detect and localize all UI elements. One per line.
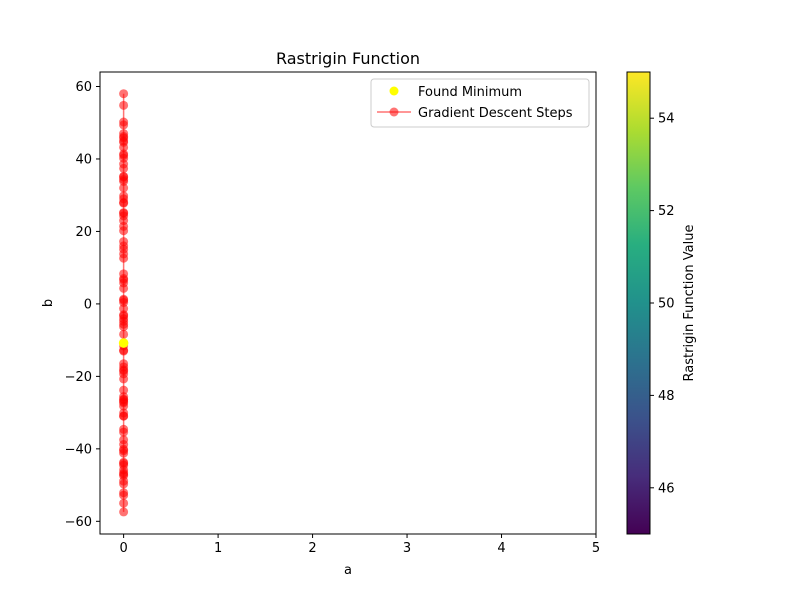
gradient-step-point: [119, 490, 129, 500]
colorbar-tick-label: 46: [658, 481, 675, 496]
gradient-step-point: [119, 411, 129, 421]
gradient-step-point: [119, 427, 129, 437]
gradient-step-point: [119, 397, 129, 407]
plot-area: [99, 71, 597, 535]
legend-marker-found-minimum: [389, 86, 399, 96]
gradient-step-point: [119, 136, 129, 146]
series-layer: [118, 89, 129, 517]
found-minimum-point: [118, 338, 129, 348]
gradient-step-point: [119, 253, 129, 263]
colorbar-tick-label: 48: [658, 389, 675, 404]
legend: Found Minimum Gradient Descent Steps: [370, 78, 590, 128]
gradient-step-point: [119, 274, 129, 284]
y-tick-label: −40: [65, 442, 92, 457]
gradient-step-point: [119, 183, 129, 193]
legend-label-gradient-steps: Gradient Descent Steps: [418, 106, 573, 121]
colorbar-tick-label: 50: [658, 297, 675, 312]
y-tick-label: 20: [75, 225, 92, 240]
gradient-step-point: [119, 295, 129, 305]
y-tick-label: −20: [65, 370, 92, 385]
y-axis-label: b: [41, 299, 56, 307]
gradient-step-point: [119, 479, 129, 489]
gradient-step-point: [119, 304, 129, 314]
gradient-step-point: [119, 241, 129, 251]
colorbar-tick-label: 54: [658, 112, 675, 127]
x-tick-label: 0: [119, 541, 127, 556]
gradient-step-point: [119, 446, 129, 456]
plot-background: [100, 72, 596, 534]
colorbar-ticks: 46 48 50 52 54: [650, 112, 675, 496]
gradient-step-point: [119, 469, 129, 479]
gradient-step-point: [119, 163, 129, 173]
colorbar-label: Rastrigin Function Value: [682, 225, 697, 382]
colorbar-gradient: [626, 71, 651, 535]
gradient-step-point: [119, 89, 129, 99]
gradient-step-point: [119, 283, 129, 293]
legend-label-found-minimum: Found Minimum: [418, 85, 522, 100]
y-tick-label: −60: [65, 515, 92, 530]
y-tick-label: 60: [75, 80, 92, 95]
gradient-step-point: [119, 172, 129, 182]
gradient-step-point: [119, 366, 129, 376]
colorbar: 46 48 50 52 54 Rastrigin Function Value: [626, 71, 697, 535]
gradient-step-point: [119, 322, 129, 332]
y-tick-label: 40: [75, 152, 92, 167]
legend-frame: [370, 78, 590, 128]
series-found-minimum: [118, 338, 129, 348]
x-tick-label: 4: [497, 541, 505, 556]
x-tick-label: 5: [592, 541, 600, 556]
x-axis: 0 1 2 3 4 5: [119, 534, 600, 556]
series-gradient-descent-steps: [119, 89, 129, 517]
gradient-step-point: [119, 120, 129, 130]
gradient-step-point: [119, 310, 129, 320]
x-tick-label: 1: [214, 541, 222, 556]
gradient-step-point: [119, 226, 129, 236]
gradient-step-point: [119, 150, 129, 160]
gradient-step-point: [119, 458, 129, 468]
gradient-step-point: [119, 374, 129, 384]
gradient-step-point: [119, 385, 129, 395]
chart-title: Rastrigin Function: [276, 49, 420, 68]
gradient-step-point: [119, 197, 129, 207]
gradient-step-point: [119, 142, 129, 152]
x-axis-label: a: [344, 563, 352, 578]
gradient-step-point: [119, 498, 129, 508]
x-tick-label: 3: [403, 541, 411, 556]
colorbar-tick-label: 52: [658, 204, 675, 219]
gradient-step-point: [119, 507, 129, 517]
y-axis: −60 −40 −20 0 20 40 60: [65, 80, 100, 530]
x-tick-label: 2: [308, 541, 316, 556]
legend-marker-gradient-steps: [389, 107, 399, 117]
gradient-step-point: [119, 329, 129, 339]
gradient-step-point: [119, 100, 129, 110]
gradient-step-point: [119, 208, 129, 218]
plot-frame: [99, 71, 597, 535]
y-tick-label: 0: [84, 297, 92, 312]
